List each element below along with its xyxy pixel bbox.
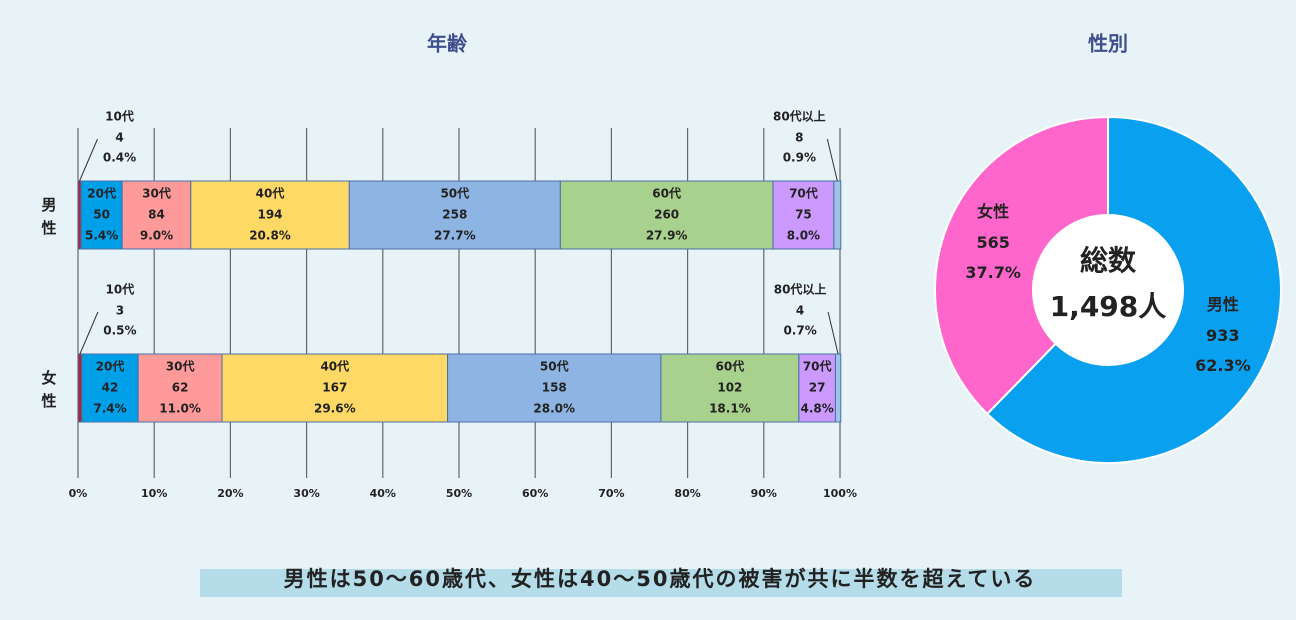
segment-count: 62 xyxy=(172,381,189,395)
callout-name: 80代以上 xyxy=(774,282,827,297)
segment-name: 20代 xyxy=(87,186,116,201)
callout-count: 8 xyxy=(795,131,803,145)
segment-percent: 11.0% xyxy=(159,402,201,416)
category-label: 男性 xyxy=(40,197,58,243)
segment-count: 50 xyxy=(93,208,110,222)
segment-count: 84 xyxy=(148,208,165,222)
callout-count: 4 xyxy=(796,304,804,318)
x-tick-label: 80% xyxy=(674,487,700,500)
donut-count: 565 xyxy=(976,233,1009,252)
segment-count: 260 xyxy=(654,208,679,222)
donut-hole xyxy=(1033,215,1183,365)
segment-name: 60代 xyxy=(716,359,745,374)
callout-percent: 0.5% xyxy=(103,324,136,338)
bar-segment xyxy=(137,353,223,423)
segment-percent: 9.0% xyxy=(140,229,173,243)
segment-percent: 5.4% xyxy=(85,229,118,243)
segment-name: 60代 xyxy=(652,186,681,201)
segment-name: 30代 xyxy=(142,186,171,201)
center-total: 1,498人 xyxy=(1050,290,1167,323)
callout-count: 3 xyxy=(116,304,124,318)
bar-segment xyxy=(447,353,662,423)
donut-category: 男性 xyxy=(1207,295,1239,314)
x-tick-label: 60% xyxy=(522,487,548,500)
donut-percent: 62.3% xyxy=(1195,356,1251,375)
x-tick-label: 30% xyxy=(293,487,319,500)
bar-segment xyxy=(221,353,449,423)
segment-percent: 7.4% xyxy=(93,402,126,416)
bar-segment xyxy=(190,180,350,250)
caption: 男性は50～60歳代、女性は40～50歳代の被害が共に半数を超えている xyxy=(284,567,1037,591)
segment-percent: 4.8% xyxy=(800,402,833,416)
bar-segment xyxy=(834,353,842,423)
callout-line xyxy=(826,138,838,182)
segment-percent: 29.6% xyxy=(314,402,356,416)
center-label: 総数 xyxy=(1080,244,1137,277)
bar-segment xyxy=(833,180,842,250)
segment-name: 50代 xyxy=(540,359,569,374)
callout-name: 80代以上 xyxy=(773,109,826,124)
segment-count: 102 xyxy=(717,381,742,395)
callout-line xyxy=(79,311,99,355)
x-tick-label: 10% xyxy=(141,487,167,500)
callout-name: 10代 xyxy=(105,109,134,124)
segment-name: 30代 xyxy=(166,359,195,374)
bar-segment xyxy=(121,180,192,250)
callout-percent: 0.4% xyxy=(103,151,136,165)
x-tick-label: 0% xyxy=(69,487,88,500)
callout-line xyxy=(79,138,98,182)
callout-percent: 0.7% xyxy=(783,324,816,338)
callout-name: 10代 xyxy=(106,282,135,297)
segment-count: 75 xyxy=(795,208,812,222)
segment-name: 20代 xyxy=(96,359,125,374)
callout-line xyxy=(827,311,839,355)
segment-name: 40代 xyxy=(320,359,349,374)
segment-name: 50代 xyxy=(440,186,469,201)
segment-count: 258 xyxy=(442,208,467,222)
segment-count: 194 xyxy=(257,208,282,222)
donut-title: 性別 xyxy=(1088,32,1128,56)
callout-percent: 0.9% xyxy=(783,151,816,165)
segment-count: 27 xyxy=(809,381,826,395)
bar-segment xyxy=(559,180,774,250)
x-tick-label: 50% xyxy=(446,487,472,500)
x-tick-label: 100% xyxy=(823,487,857,500)
bar-segment xyxy=(660,353,800,423)
x-tick-label: 40% xyxy=(370,487,396,500)
bar-segment xyxy=(81,353,139,423)
segment-percent: 18.1% xyxy=(709,402,751,416)
segment-count: 167 xyxy=(322,381,347,395)
bar-chart-title: 年齢 xyxy=(427,32,468,56)
caption-highlight xyxy=(200,569,1122,597)
segment-percent: 27.9% xyxy=(646,229,688,243)
segment-count: 158 xyxy=(542,381,567,395)
x-tick-label: 90% xyxy=(751,487,777,500)
segment-name: 70代 xyxy=(789,186,818,201)
x-tick-label: 70% xyxy=(598,487,624,500)
callout-count: 4 xyxy=(115,131,123,145)
segment-percent: 8.0% xyxy=(787,229,820,243)
segment-name: 40代 xyxy=(256,186,285,201)
segment-percent: 20.8% xyxy=(249,229,291,243)
donut-percent: 37.7% xyxy=(965,263,1021,282)
segment-percent: 27.7% xyxy=(434,229,476,243)
bar-segment xyxy=(348,180,561,250)
category-label: 女性 xyxy=(40,369,58,416)
donut-count: 933 xyxy=(1206,326,1239,345)
segment-name: 70代 xyxy=(803,359,832,374)
segment-count: 42 xyxy=(102,381,119,395)
segment-percent: 28.0% xyxy=(533,402,575,416)
bar-segment xyxy=(77,353,83,423)
x-tick-label: 20% xyxy=(217,487,243,500)
donut-category: 女性 xyxy=(977,202,1009,221)
bar-segment xyxy=(798,353,836,423)
